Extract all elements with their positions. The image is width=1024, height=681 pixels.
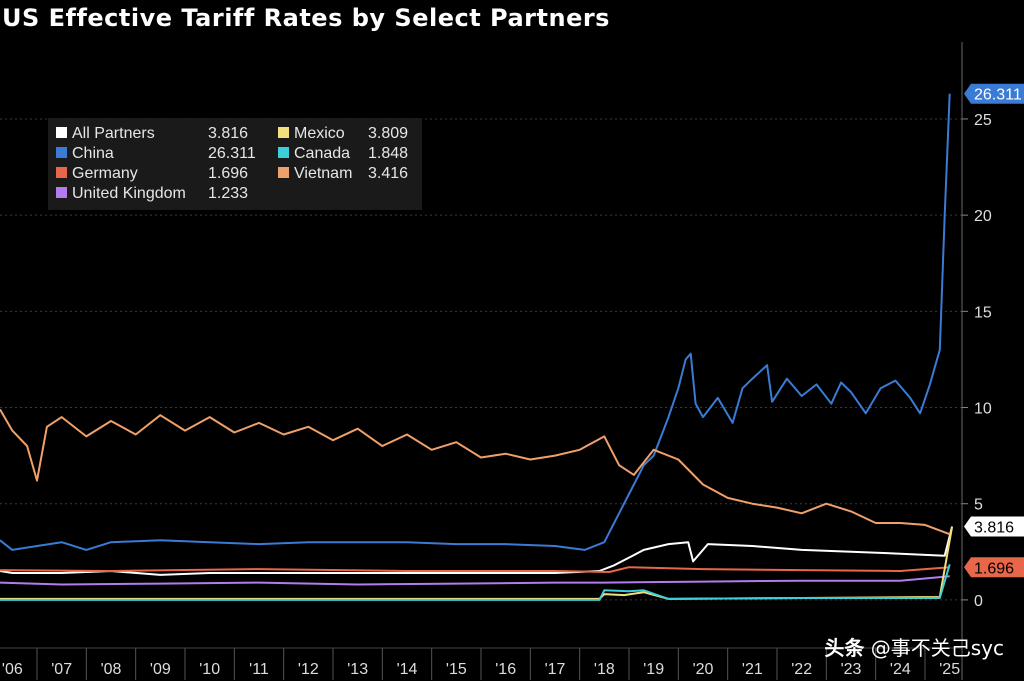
legend-swatch (56, 187, 67, 198)
legend-value: 3.809 (368, 125, 409, 142)
y-axis: 0 5 10 15 20 25 (962, 112, 992, 610)
series-line-united-kingdom (0, 575, 950, 586)
legend-swatch (56, 147, 67, 158)
series-line-vietnam (0, 408, 951, 536)
legend-label: China (72, 145, 114, 162)
x-tick-label: '09 (150, 661, 171, 678)
last-value-tag (964, 557, 1024, 578)
legend-item-canada: Canada (278, 144, 350, 164)
legend-value: 26.311 (208, 145, 256, 162)
x-tick-label: '07 (51, 661, 72, 678)
legend-label: Mexico (294, 125, 345, 142)
legend-item-all-partners: All Partners (56, 124, 155, 144)
x-tick-label: '13 (347, 661, 368, 678)
legend-swatch (278, 167, 289, 178)
legend-label: Canada (294, 145, 351, 162)
x-tick-label: '10 (199, 661, 220, 678)
last-value-text: 26.311 (974, 87, 1022, 104)
last-value-text: 3.816 (974, 519, 1014, 536)
series-line-canada (0, 564, 951, 601)
series-line-all-partners (0, 526, 954, 576)
legend-item-china: China (56, 144, 114, 164)
x-tick-label: '11 (249, 661, 269, 678)
last-value-text: 1.696 (974, 560, 1014, 577)
legend-value: 3.416 (368, 165, 409, 182)
x-axis: '06 '07 '08 '09 '10 '11 '12 '13 '14 '15 '16 '17 '18 '… (2, 661, 960, 678)
legend-value: 1.848 (368, 145, 409, 162)
watermark-handle: @事不关己syc (870, 636, 1004, 660)
legend-item-germany: Germany (56, 164, 138, 184)
x-tick-label: '20 (693, 661, 714, 678)
y-tick-label: 25 (974, 112, 992, 129)
legend-label: United Kingdom (72, 185, 186, 202)
y-tick-label: 15 (974, 304, 992, 321)
x-tick-label: '16 (495, 661, 516, 678)
legend-label: Germany (72, 165, 138, 182)
x-tick-label: '19 (643, 661, 664, 678)
x-tick-label: '17 (545, 661, 566, 678)
x-tick-label: '21 (742, 661, 763, 678)
x-tick-label: '23 (841, 661, 862, 678)
legend-item-mexico: Mexico (278, 124, 345, 144)
legend-label: All Partners (72, 125, 155, 142)
series-line-china (0, 93, 951, 551)
legend-swatch (278, 147, 289, 158)
x-tick-label: '08 (101, 661, 122, 678)
legend-value: 1.696 (208, 165, 249, 182)
legend-item-united-kingdom: United Kingdom (56, 184, 186, 204)
last-value-tag (964, 83, 1024, 104)
x-tick-label: '18 (594, 661, 615, 678)
y-tick-label: 5 (974, 497, 983, 514)
x-tick-label: '25 (939, 661, 960, 678)
legend-value: 3.816 (208, 125, 249, 142)
legend-swatch (56, 167, 67, 178)
x-tick-label: '15 (446, 661, 467, 678)
y-tick-label: 10 (974, 401, 992, 418)
watermark-brand: 头条 (824, 636, 865, 660)
legend-item-vietnam: Vietnam (278, 164, 352, 184)
legend-label: Vietnam (294, 165, 353, 182)
x-tick-label: '24 (890, 661, 911, 678)
x-tick-label: '14 (397, 661, 418, 678)
watermark: 头条 @事不关己syc (824, 632, 1004, 661)
series-line-mexico (0, 526, 954, 600)
legend: All Partners 3.816 China 26.311 Germany 1.696… (48, 118, 422, 210)
last-value-tag (964, 516, 1024, 537)
x-tick-label: '12 (298, 661, 319, 678)
y-tick-label: 20 (974, 208, 992, 225)
series-lines (0, 93, 954, 601)
x-tick-label: '22 (791, 661, 812, 678)
chart-title: US Effective Tariff Rates by Select Part… (2, 4, 610, 32)
legend-swatch (56, 127, 67, 138)
x-tick-label: '06 (2, 661, 23, 678)
legend-value: 1.233 (208, 185, 249, 202)
last-value-labels: 3.816 26.311 1.696 (964, 83, 1024, 578)
legend-swatch (278, 127, 289, 138)
series-line-germany (0, 566, 950, 573)
y-tick-label: 0 (974, 593, 983, 610)
